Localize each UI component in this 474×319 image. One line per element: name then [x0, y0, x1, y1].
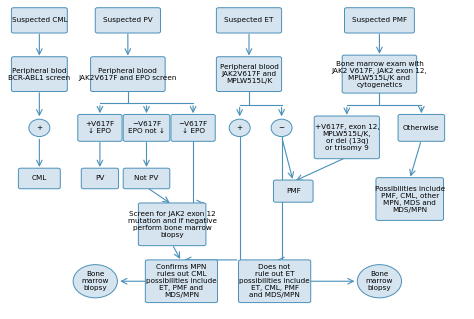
Ellipse shape — [29, 119, 50, 137]
FancyBboxPatch shape — [216, 8, 282, 33]
Text: +V617F
↓ EPO: +V617F ↓ EPO — [85, 121, 115, 134]
Text: −V617F
EPO not ↓: −V617F EPO not ↓ — [128, 121, 165, 134]
Text: +: + — [237, 125, 243, 131]
Text: Suspected ET: Suspected ET — [224, 17, 273, 23]
FancyBboxPatch shape — [81, 168, 118, 189]
FancyBboxPatch shape — [345, 8, 414, 33]
Text: Not PV: Not PV — [134, 175, 159, 182]
FancyBboxPatch shape — [146, 260, 218, 303]
Ellipse shape — [357, 265, 401, 298]
Ellipse shape — [271, 119, 292, 137]
FancyBboxPatch shape — [78, 115, 122, 141]
Ellipse shape — [229, 119, 250, 137]
Text: Bone marrow exam with
JAK2 V617F, JAK2 exon 12,
MPLW515L/K and
cytogenetics: Bone marrow exam with JAK2 V617F, JAK2 e… — [331, 61, 428, 88]
FancyBboxPatch shape — [238, 260, 311, 303]
FancyBboxPatch shape — [91, 57, 165, 92]
Text: CML: CML — [32, 175, 47, 182]
Text: Bone
marrow
biopsy: Bone marrow biopsy — [366, 271, 393, 291]
FancyBboxPatch shape — [314, 116, 379, 159]
Text: −V617F
↓ EPO: −V617F ↓ EPO — [179, 121, 208, 134]
Text: Peripheral blood
JAK2V617F and EPO screen: Peripheral blood JAK2V617F and EPO scree… — [79, 68, 177, 81]
Text: Screen for JAK2 exon 12
mutation and if negative
perform bone marrow
biopsy: Screen for JAK2 exon 12 mutation and if … — [128, 211, 217, 238]
FancyBboxPatch shape — [11, 57, 67, 92]
FancyBboxPatch shape — [123, 168, 170, 189]
Text: Suspected CML: Suspected CML — [11, 17, 67, 23]
Text: PMF: PMF — [286, 188, 301, 194]
FancyBboxPatch shape — [123, 115, 170, 141]
FancyBboxPatch shape — [171, 115, 215, 141]
Text: Suspected PV: Suspected PV — [103, 17, 153, 23]
Text: Suspected PMF: Suspected PMF — [352, 17, 407, 23]
FancyBboxPatch shape — [95, 8, 161, 33]
Text: Peripheral blod
BCR-ABL1 screen: Peripheral blod BCR-ABL1 screen — [8, 68, 71, 81]
FancyBboxPatch shape — [138, 203, 206, 246]
Text: Confirms MPN
rules out CML
possibilities include
ET, PMF and
MDS/MPN: Confirms MPN rules out CML possibilities… — [146, 264, 217, 298]
Text: +: + — [36, 125, 42, 131]
FancyBboxPatch shape — [376, 178, 444, 220]
Text: Does not
rule out ET
possibilities include
ET, CML, PMF
and MDS/MPN: Does not rule out ET possibilities inclu… — [239, 264, 310, 298]
Text: Bone
marrow
biopsy: Bone marrow biopsy — [82, 271, 109, 291]
FancyBboxPatch shape — [11, 8, 67, 33]
Text: Possibilities include
PMF, CML, other
MPN, MDS and
MDS/MPN: Possibilities include PMF, CML, other MP… — [374, 186, 445, 212]
Text: +V617F, exon 12,
MPLW515L/K,
or del (13q)
or trisomy 9: +V617F, exon 12, MPLW515L/K, or del (13q… — [315, 124, 379, 151]
Text: PV: PV — [95, 175, 105, 182]
Ellipse shape — [73, 265, 118, 298]
FancyBboxPatch shape — [342, 55, 417, 93]
Text: −: − — [279, 125, 285, 131]
FancyBboxPatch shape — [273, 180, 313, 202]
FancyBboxPatch shape — [216, 57, 282, 92]
Text: Otherwise: Otherwise — [403, 125, 440, 131]
Text: Peripheral blood
JAK2V617F and
MPLW515L/K: Peripheral blood JAK2V617F and MPLW515L/… — [219, 64, 278, 84]
FancyBboxPatch shape — [18, 168, 60, 189]
FancyBboxPatch shape — [398, 115, 445, 141]
